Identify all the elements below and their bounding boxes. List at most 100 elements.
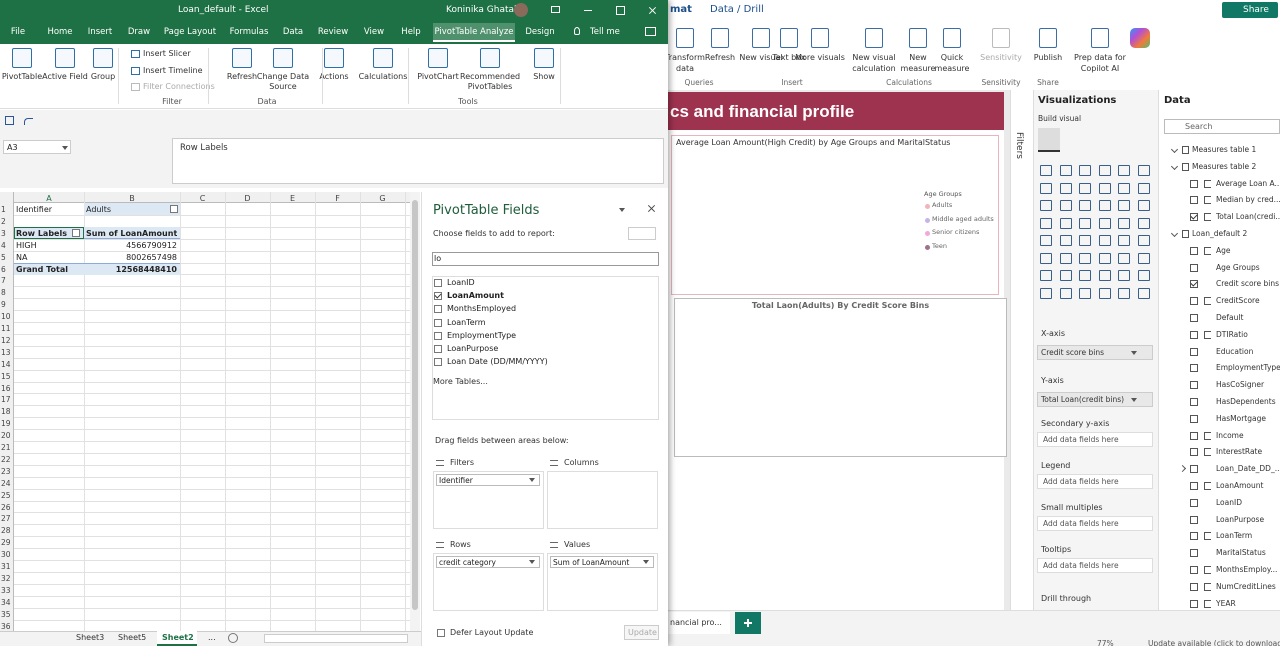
visual-type-icon[interactable] bbox=[1137, 235, 1150, 246]
data-item[interactable]: LoanAmount bbox=[1216, 481, 1264, 490]
row-header[interactable]: 30 bbox=[1, 550, 11, 560]
ribbon-button[interactable]: Sensitivity bbox=[980, 53, 1022, 62]
visual-type-icon[interactable] bbox=[1059, 182, 1072, 194]
visual-type-icon[interactable] bbox=[1137, 182, 1150, 194]
row-header[interactable]: 18 bbox=[1, 407, 11, 417]
filters-label[interactable]: Filters bbox=[1014, 132, 1024, 159]
visual-type-icon[interactable] bbox=[1118, 287, 1130, 299]
data-item[interactable]: Average Loan A... bbox=[1216, 178, 1280, 188]
row-header[interactable]: 27 bbox=[1, 514, 11, 524]
ribbon-button[interactable]: Show bbox=[533, 72, 555, 81]
area-drop[interactable] bbox=[547, 471, 658, 529]
field-item[interactable]: EmploymentType bbox=[447, 330, 517, 340]
checkbox[interactable] bbox=[1190, 599, 1198, 608]
checkbox[interactable] bbox=[434, 358, 442, 367]
ribbon-tab[interactable]: Help bbox=[401, 27, 421, 37]
ribbon-button[interactable]: Publish bbox=[1033, 53, 1063, 62]
cell[interactable]: Grand Total bbox=[16, 264, 68, 274]
column-header[interactable]: G bbox=[379, 194, 386, 203]
row-header[interactable]: 29 bbox=[1, 538, 11, 548]
well-drop[interactable] bbox=[1037, 474, 1153, 489]
column-header[interactable]: D bbox=[244, 194, 251, 203]
page-tab-label[interactable]: nancial pro... bbox=[670, 618, 722, 627]
visual-type-icon[interactable] bbox=[1040, 252, 1052, 264]
ribbon-tab[interactable]: Insert bbox=[87, 27, 113, 37]
visual-type-icon[interactable] bbox=[1137, 270, 1150, 281]
search-box[interactable] bbox=[432, 252, 659, 266]
data-item[interactable]: Total Loan(credi... bbox=[1216, 212, 1280, 222]
ribbon-tab[interactable]: mat bbox=[670, 4, 692, 15]
visual-type-icon[interactable] bbox=[1118, 165, 1130, 176]
visual-type-icon[interactable] bbox=[1137, 287, 1150, 299]
ribbon-icon[interactable] bbox=[324, 48, 344, 68]
checkbox[interactable] bbox=[1190, 263, 1198, 272]
data-item[interactable]: Education bbox=[1216, 346, 1254, 356]
visual-type-icon[interactable] bbox=[1059, 287, 1072, 299]
ribbon-icon[interactable] bbox=[534, 48, 554, 68]
data-item[interactable]: Median by cred... bbox=[1216, 195, 1280, 205]
row-header[interactable]: 21 bbox=[1, 443, 11, 452]
area-drop[interactable] bbox=[433, 553, 544, 611]
scroll-thumb[interactable] bbox=[412, 200, 418, 610]
visual-type-icon[interactable] bbox=[1059, 235, 1072, 246]
ribbon-icon[interactable] bbox=[232, 48, 252, 68]
checkbox[interactable] bbox=[434, 318, 442, 327]
row-header[interactable]: 4 bbox=[1, 240, 6, 250]
data-item[interactable]: Credit score bins bbox=[1216, 279, 1279, 289]
checkbox[interactable] bbox=[434, 305, 442, 314]
window-control[interactable] bbox=[584, 10, 592, 11]
checkbox[interactable] bbox=[1190, 347, 1198, 356]
checkbox[interactable] bbox=[1190, 498, 1198, 507]
ribbon-icon[interactable] bbox=[12, 48, 32, 68]
field-item[interactable]: LoanAmount bbox=[447, 291, 504, 301]
checkbox[interactable] bbox=[1190, 381, 1198, 390]
row-header[interactable]: 32 bbox=[1, 573, 11, 583]
ribbon-icon[interactable] bbox=[373, 48, 393, 68]
data-item[interactable]: InterestRate bbox=[1216, 447, 1263, 457]
area-item[interactable] bbox=[436, 556, 540, 568]
field-item[interactable]: MonthsEmployed bbox=[447, 304, 517, 314]
area-item-label[interactable]: Identifier bbox=[439, 476, 473, 485]
ribbon-tab[interactable]: Draw bbox=[127, 27, 151, 37]
well-field-label[interactable]: Credit score bins bbox=[1041, 348, 1104, 357]
ribbon-icon[interactable] bbox=[1039, 28, 1057, 48]
ribbon-tab[interactable]: File bbox=[10, 27, 26, 37]
visual-type-icon[interactable] bbox=[1040, 270, 1052, 281]
cell[interactable]: NA bbox=[16, 252, 28, 262]
sheet-tab[interactable]: Sheet2 bbox=[162, 633, 194, 642]
column-header[interactable]: E bbox=[289, 194, 296, 203]
well-field[interactable] bbox=[1037, 345, 1153, 360]
visual-type-icon[interactable] bbox=[1040, 200, 1052, 211]
checkbox[interactable] bbox=[1190, 465, 1198, 474]
checkbox[interactable] bbox=[1190, 280, 1198, 289]
visual-type-icon[interactable] bbox=[1137, 217, 1150, 229]
name-box[interactable] bbox=[3, 140, 71, 154]
more-tables-link[interactable]: More Tables... bbox=[433, 377, 488, 386]
data-item[interactable]: CreditScore bbox=[1216, 296, 1260, 306]
row-header[interactable]: 33 bbox=[1, 585, 11, 595]
ribbon-icon[interactable] bbox=[780, 28, 798, 48]
more-sheets[interactable]: ... bbox=[208, 633, 216, 642]
well-drop[interactable] bbox=[1037, 432, 1153, 447]
ribbon-tab[interactable]: PivotTable Analyze bbox=[434, 27, 514, 37]
checkbox[interactable] bbox=[1190, 532, 1198, 541]
comments-icon[interactable] bbox=[645, 27, 656, 36]
data-item[interactable]: Loan_Date_DD_... bbox=[1216, 464, 1280, 474]
row-header[interactable]: 23 bbox=[1, 466, 11, 476]
copilot-icon[interactable] bbox=[1130, 28, 1150, 48]
data-item[interactable]: Default bbox=[1216, 313, 1244, 322]
area-item[interactable] bbox=[436, 474, 540, 486]
visual-type-icon[interactable] bbox=[1040, 182, 1052, 194]
checkbox[interactable] bbox=[1190, 566, 1198, 574]
share-button[interactable] bbox=[1222, 2, 1278, 18]
field-item[interactable]: LoanTerm bbox=[447, 317, 486, 327]
row-header[interactable]: 7 bbox=[1, 276, 6, 286]
ribbon-button[interactable]: Actions bbox=[319, 72, 349, 81]
ribbon-button[interactable]: Text box bbox=[772, 53, 806, 62]
data-item[interactable]: HasMortgage bbox=[1216, 413, 1266, 423]
row-header[interactable]: 5 bbox=[1, 252, 6, 262]
search-box[interactable] bbox=[1164, 119, 1280, 134]
visual-type-icon[interactable] bbox=[1079, 217, 1091, 229]
checkbox[interactable] bbox=[434, 292, 442, 301]
window-control[interactable] bbox=[616, 6, 625, 15]
